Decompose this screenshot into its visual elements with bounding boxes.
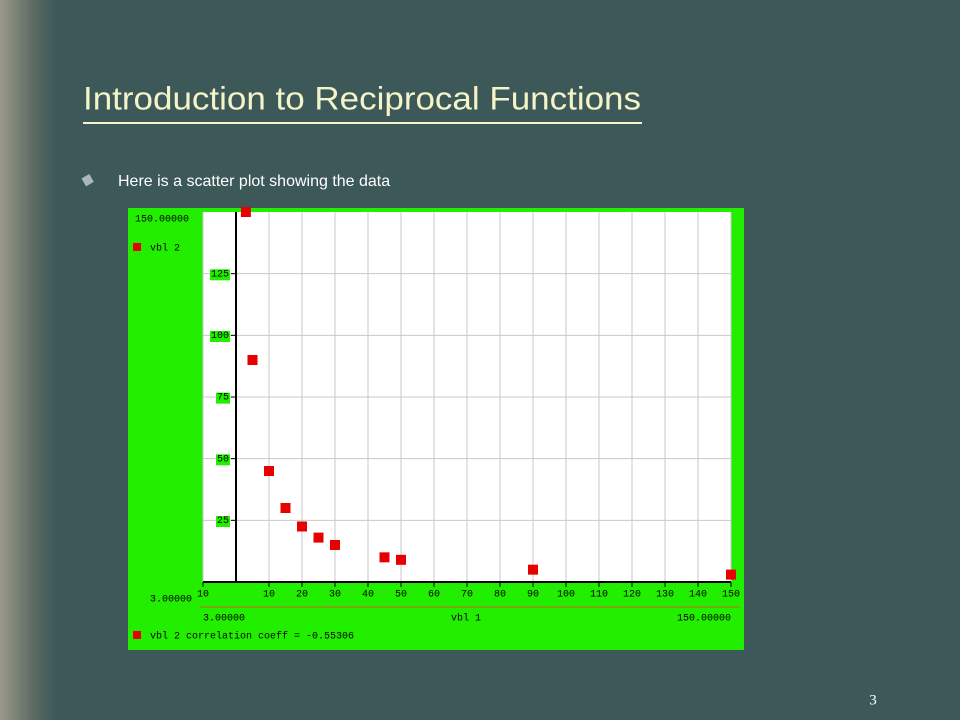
x-tick-label-box (294, 589, 310, 601)
slide-title: Introduction to Reciprocal Functions (83, 80, 641, 116)
point (528, 564, 538, 575)
x-tick-label-box (555, 589, 577, 601)
y-tick-label-box (209, 330, 230, 342)
x-tick-label: 120 (623, 590, 641, 601)
point (264, 466, 274, 476)
legend-swatch (133, 243, 141, 251)
y-tick-label: 25 (217, 516, 229, 527)
bullet-icon (81, 174, 94, 187)
x-tick-label-box (621, 589, 643, 601)
point (280, 503, 291, 513)
y-tick-label: 125 (211, 269, 229, 280)
x-tick-label: 40 (362, 590, 374, 601)
point (247, 355, 258, 365)
decor-strip (0, 0, 56, 720)
page-number: 3 (869, 692, 877, 708)
x-tick-label: 20 (296, 590, 308, 601)
y-tick-label-box (215, 454, 230, 466)
x-tick-label: 150 (722, 590, 740, 601)
y-tick-label-box (215, 392, 230, 404)
x-tick-label: 10 (197, 590, 209, 601)
x-tick-label: 100 (557, 590, 575, 601)
x-tick-label-box (195, 589, 211, 601)
x-tick-label: 110 (590, 590, 608, 601)
x-tick-label: 70 (461, 590, 473, 601)
x-tick-label: 90 (527, 590, 539, 601)
x-tick-label-box (426, 589, 442, 601)
x-axis-label: vbl 1 (451, 613, 481, 625)
point (379, 552, 390, 563)
x-tick-label-box (261, 589, 277, 601)
x-tick-label-box (687, 589, 709, 601)
point (396, 554, 406, 565)
x-tick-label: 80 (494, 590, 506, 601)
x-tick-label-box (720, 589, 742, 601)
x-tick-label-box (492, 589, 508, 601)
x-tick-label-box (360, 589, 376, 601)
footer-swatch (133, 631, 141, 639)
x-min-label: 3.00000 (203, 614, 245, 625)
y-tick-label: 75 (217, 393, 229, 404)
x-tick-label-box (327, 589, 343, 601)
y-tick-label: 100 (211, 331, 229, 342)
x-tick-label: 10 (263, 590, 275, 601)
bullet-text: Here is a scatter plot showing the data (118, 173, 390, 190)
point (240, 207, 251, 217)
point (297, 521, 307, 532)
point (330, 540, 340, 550)
footer-note: vbl 2 correlation coeff = -0.55306 (150, 631, 354, 643)
point (313, 532, 324, 543)
x-tick-label-box (459, 589, 475, 601)
y-tick-label-box (209, 269, 230, 281)
y-tick-label-box (215, 515, 230, 527)
y-tick-label: 50 (217, 454, 229, 465)
x-tick-label: 60 (428, 590, 440, 601)
y-min-label: 3.00000 (150, 595, 192, 606)
x-tick-label: 130 (656, 590, 674, 601)
x-tick-label: 50 (395, 590, 407, 601)
x-tick-label-box (525, 589, 541, 601)
x-max-label: 150.00000 (677, 614, 731, 625)
legend-label: vbl 2 (150, 243, 180, 255)
x-tick-label: 30 (329, 590, 341, 601)
x-tick-label-box (393, 589, 409, 601)
x-tick-label-box (654, 589, 676, 601)
y-max-label: 150.00000 (135, 215, 189, 226)
x-tick-label: 140 (689, 590, 707, 601)
x-tick-label-box (588, 589, 610, 601)
point (726, 569, 736, 580)
